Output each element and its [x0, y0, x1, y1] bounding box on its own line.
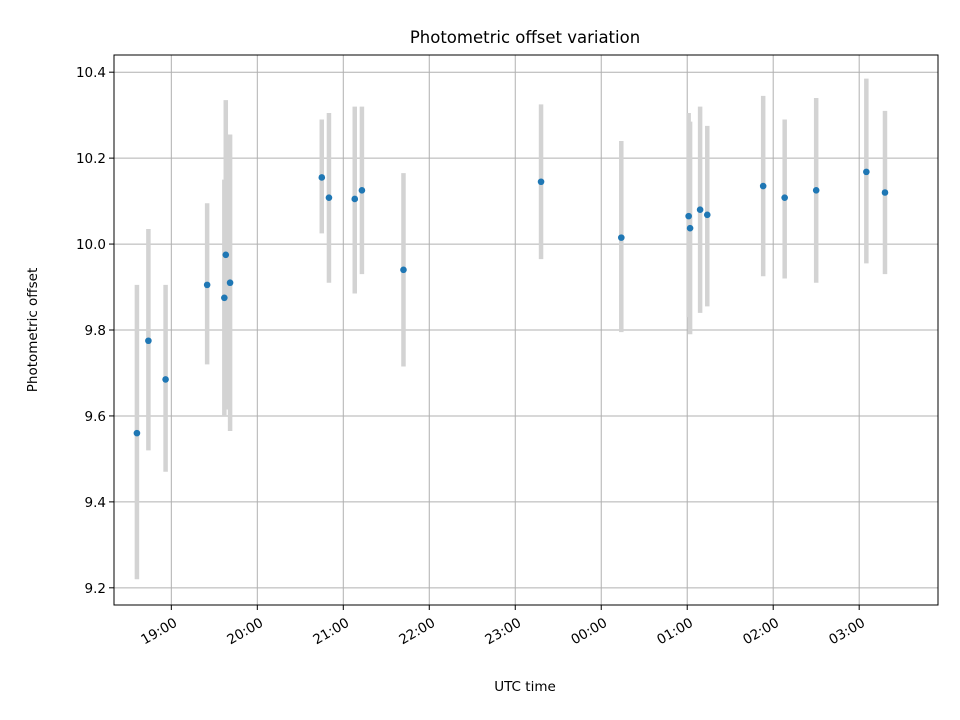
y-tick-label: 10.2 [76, 151, 106, 167]
y-tick-label: 9.8 [85, 323, 106, 339]
data-point [781, 194, 788, 201]
grid-lines [114, 55, 938, 605]
data-point [133, 429, 141, 437]
y-tick-label: 9.4 [85, 495, 106, 511]
data-point [222, 251, 230, 259]
data-point [325, 194, 333, 201]
y-tick-label: 9.2 [85, 581, 106, 597]
data-point [351, 195, 359, 203]
data-point [812, 187, 820, 194]
data-point [617, 234, 625, 241]
data-point [759, 182, 767, 190]
data-point [863, 168, 870, 176]
x-axis-label: UTC time [494, 679, 556, 695]
data-point [400, 266, 407, 274]
y-tick-label: 10.4 [76, 65, 106, 81]
data-point [203, 281, 211, 289]
chart-title: Photometric offset variation [410, 28, 640, 47]
y-axis-label: Photometric offset [25, 268, 41, 392]
data-point [696, 206, 704, 213]
data-point [226, 279, 234, 287]
data-point [686, 224, 694, 232]
data-point [881, 189, 889, 196]
data-point [162, 376, 169, 383]
data-point [318, 174, 326, 181]
data-point [221, 294, 228, 302]
data-points [133, 168, 889, 437]
y-tick-label: 10.0 [76, 237, 106, 253]
data-point [703, 211, 711, 219]
y-tick-label: 9.6 [85, 409, 106, 425]
data-point [685, 212, 692, 220]
data-point [145, 337, 152, 345]
data-point [537, 178, 545, 186]
data-point [358, 187, 366, 194]
